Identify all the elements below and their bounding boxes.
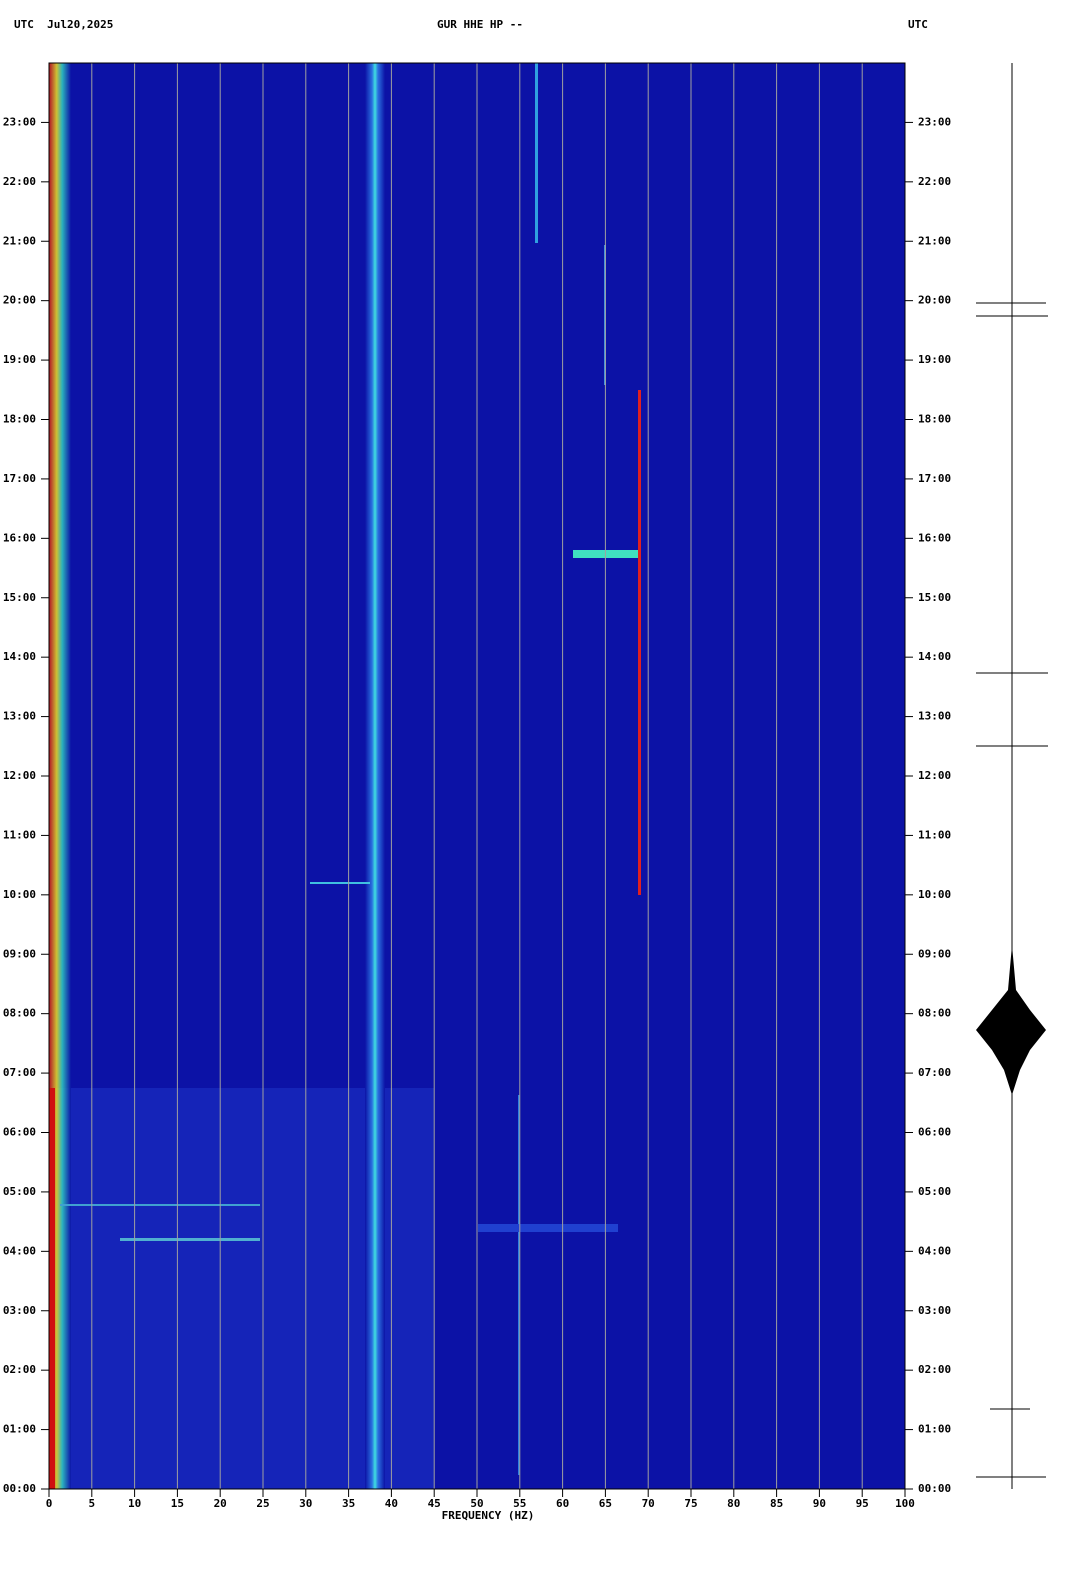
y-tick-label: 00:00 [918, 1482, 951, 1495]
x-tick-label: 70 [642, 1497, 655, 1510]
y-tick-label: 13:00 [918, 710, 951, 723]
y-tick-label: 12:00 [3, 769, 36, 782]
y-tick-label: 17:00 [3, 472, 36, 485]
y-tick-label: 09:00 [3, 947, 36, 960]
y-tick-label: 22:00 [3, 175, 36, 188]
y-tick-label: 02:00 [3, 1363, 36, 1376]
streak [60, 1204, 260, 1206]
right-label: UTC [908, 18, 928, 31]
grid [48, 63, 906, 1489]
y-tick-label: 18:00 [3, 413, 36, 426]
y-tick-label: 06:00 [3, 1126, 36, 1139]
y-tick-label: 15:00 [3, 591, 36, 604]
x-tick-label: 15 [171, 1497, 184, 1510]
line-69hz [638, 390, 641, 895]
x-tick-label: 40 [385, 1497, 398, 1510]
y-tick-label: 20:00 [3, 294, 36, 307]
seismogram [976, 63, 1048, 1489]
y-tick-label: 01:00 [3, 1423, 36, 1436]
y-tick-label: 05:00 [3, 1185, 36, 1198]
x-tick-label: 35 [342, 1497, 355, 1510]
streak [120, 1238, 260, 1241]
y-tick-label: 06:00 [918, 1126, 951, 1139]
y-tick-label: 16:00 [918, 531, 951, 544]
x-tick-label: 80 [727, 1497, 740, 1510]
streak [478, 1224, 618, 1232]
y-tick-label: 19:00 [3, 353, 36, 366]
y-tick-label: 09:00 [918, 947, 951, 960]
y-tick-label: 03:00 [918, 1304, 951, 1317]
y-tick-label: 15:00 [918, 591, 951, 604]
y-tick-label: 19:00 [918, 353, 951, 366]
x-tick-label: 45 [428, 1497, 441, 1510]
y-tick-label: 11:00 [918, 828, 951, 841]
y-tick-label: 04:00 [918, 1244, 951, 1257]
date-label: UTC Jul20,2025 [14, 18, 113, 31]
y-tick-label: 08:00 [3, 1007, 36, 1020]
y-tick-label: 14:00 [918, 650, 951, 663]
y-tick-label: 21:00 [3, 234, 36, 247]
x-tick-label: 75 [684, 1497, 697, 1510]
x-tick-label: 60 [556, 1497, 569, 1510]
x-axis-label: FREQUENCY (HZ) [442, 1509, 535, 1522]
y-tick-label: 20:00 [918, 294, 951, 307]
line-57hz [535, 63, 538, 243]
y-tick-label: 00:00 [3, 1482, 36, 1495]
chart-title: GUR HHE HP -- [437, 18, 523, 31]
y-tick-label: 10:00 [3, 888, 36, 901]
y-tick-label: 22:00 [918, 175, 951, 188]
x-tick-label: 0 [46, 1497, 53, 1510]
x-tick-label: 65 [599, 1497, 612, 1510]
y-tick-label: 08:00 [918, 1007, 951, 1020]
streak [310, 882, 370, 884]
x-tick-label: 85 [770, 1497, 783, 1510]
x-tick-label: 25 [256, 1497, 269, 1510]
x-tick-label: 55 [513, 1497, 526, 1510]
band-38hz [365, 63, 385, 1489]
x-tick-label: 50 [470, 1497, 483, 1510]
y-tick-label: 01:00 [918, 1423, 951, 1436]
y-tick-label: 04:00 [3, 1244, 36, 1257]
y-tick-label: 07:00 [3, 1066, 36, 1079]
trace-event [976, 945, 1046, 1095]
y-tick-label: 16:00 [3, 531, 36, 544]
y-tick-label: 03:00 [3, 1304, 36, 1317]
x-tick-label: 30 [299, 1497, 312, 1510]
y-tick-label: 11:00 [3, 828, 36, 841]
y-tick-label: 13:00 [3, 710, 36, 723]
low-freq-peak [49, 1088, 55, 1489]
x-tick-label: 95 [856, 1497, 869, 1510]
y-tick-label: 12:00 [918, 769, 951, 782]
y-tick-label: 23:00 [3, 115, 36, 128]
x-tick-label: 20 [214, 1497, 227, 1510]
y-tick-label: 14:00 [3, 650, 36, 663]
line-55hz [518, 1095, 520, 1475]
y-tick-label: 21:00 [918, 234, 951, 247]
y-tick-label: 18:00 [918, 413, 951, 426]
y-tick-label: 02:00 [918, 1363, 951, 1376]
y-tick-label: 23:00 [918, 115, 951, 128]
x-tick-label: 90 [813, 1497, 826, 1510]
x-tick-label: 100 [895, 1497, 915, 1510]
y-tick-label: 07:00 [918, 1066, 951, 1079]
x-tick-label: 5 [88, 1497, 95, 1510]
x-tick-label: 10 [128, 1497, 141, 1510]
y-tick-label: 05:00 [918, 1185, 951, 1198]
y-tick-label: 17:00 [918, 472, 951, 485]
y-tick-label: 10:00 [918, 888, 951, 901]
